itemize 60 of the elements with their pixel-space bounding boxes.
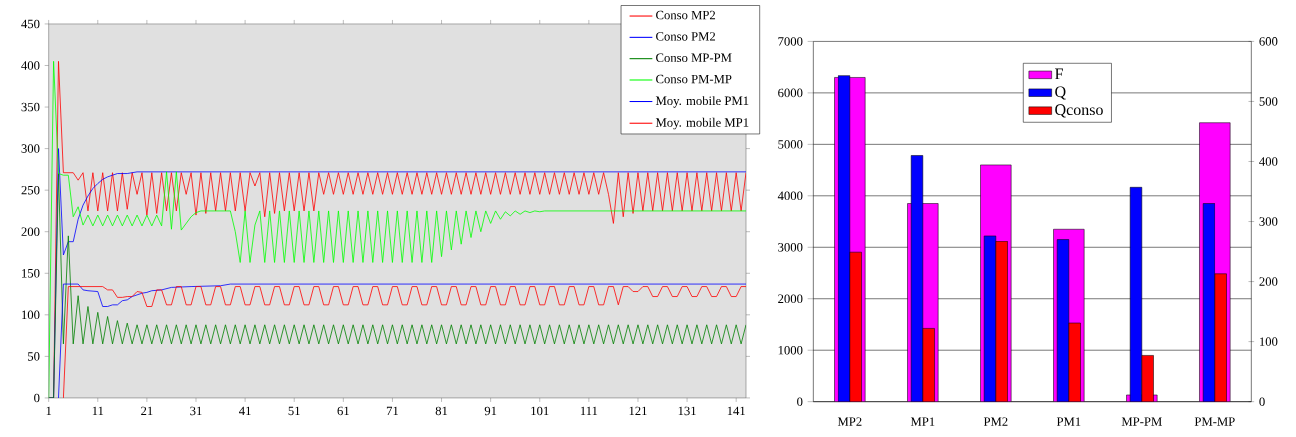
x-tick-label: 101 (531, 406, 549, 416)
y-tick-label: 200 (21, 227, 40, 236)
bar (922, 328, 935, 402)
y-tick-label: 100 (22, 310, 40, 320)
legend-label: Conso MP-PM (656, 53, 732, 62)
x-tick-label: MP-PM (1121, 417, 1162, 426)
y-tick-label: 0 (797, 397, 803, 406)
y-tick-label: 2000 (778, 294, 803, 304)
x-tick-label: 81 (435, 406, 448, 416)
y2-tick-label: 600 (1259, 37, 1278, 46)
y2-tick-label: 0 (1259, 397, 1265, 406)
x-tick-label: MP1 (910, 417, 935, 426)
y-tick-label: 250 (21, 185, 40, 195)
legend-label: Conso PM2 (656, 32, 716, 41)
legend-label: Q (1055, 86, 1066, 100)
x-tick-label: 1 (46, 406, 52, 416)
x-tick-label: 141 (727, 406, 745, 416)
y2-tick-label: 400 (1259, 157, 1278, 166)
y-tick-label: 350 (21, 102, 40, 112)
bar (849, 251, 862, 402)
legend-label: Conso PM-MP (656, 74, 732, 84)
legend-label: Conso MP2 (656, 10, 716, 20)
x-tick-label: 51 (288, 406, 300, 416)
y-tick-label: 3000 (778, 243, 803, 252)
y-tick-label: 150 (22, 268, 40, 278)
x-tick-label: 111 (580, 406, 598, 416)
y-tick-label: 5000 (778, 140, 803, 149)
y-tick-label: 450 (21, 19, 40, 29)
y-tick-label: 4000 (777, 191, 803, 201)
legend-label: Moy. mobile MP1 (655, 117, 749, 130)
x-tick-label: PM-MP (1194, 417, 1235, 426)
x-tick-label: 131 (678, 406, 696, 416)
y2-tick-label: 500 (1259, 97, 1278, 106)
y-tick-label: 0 (34, 393, 40, 403)
y2-tick-label: 100 (1259, 337, 1278, 346)
x-tick-label: 41 (239, 406, 251, 416)
x-tick-label: MP2 (837, 417, 862, 426)
bar (1068, 322, 1081, 402)
y-tick-label: 50 (28, 352, 40, 361)
x-tick-label: PM1 (1056, 417, 1081, 426)
x-tick-label: 21 (141, 406, 153, 416)
x-tick-label: 71 (386, 406, 399, 416)
x-tick-label: PM2 (983, 417, 1008, 426)
x-tick-label: 31 (190, 406, 202, 416)
y-tick-label: 7000 (778, 37, 803, 46)
y-tick-label: 6000 (778, 88, 803, 98)
legend-label: Moy. mobile PM1 (655, 96, 749, 108)
x-tick-label: 121 (629, 406, 647, 416)
y-tick-label: 300 (21, 144, 40, 153)
bar (1214, 273, 1227, 402)
x-tick-label: 91 (484, 406, 497, 416)
y2-tick-label: 200 (1259, 277, 1278, 286)
x-tick-label: 61 (337, 406, 349, 416)
y2-tick-label: 300 (1259, 217, 1278, 226)
legend-label: Qconso (1055, 104, 1103, 118)
bar (995, 241, 1008, 402)
y-tick-label: 400 (21, 61, 40, 70)
x-tick-label: 11 (92, 406, 104, 416)
y-tick-label: 1000 (778, 345, 803, 355)
legend-label: F (1055, 68, 1063, 80)
